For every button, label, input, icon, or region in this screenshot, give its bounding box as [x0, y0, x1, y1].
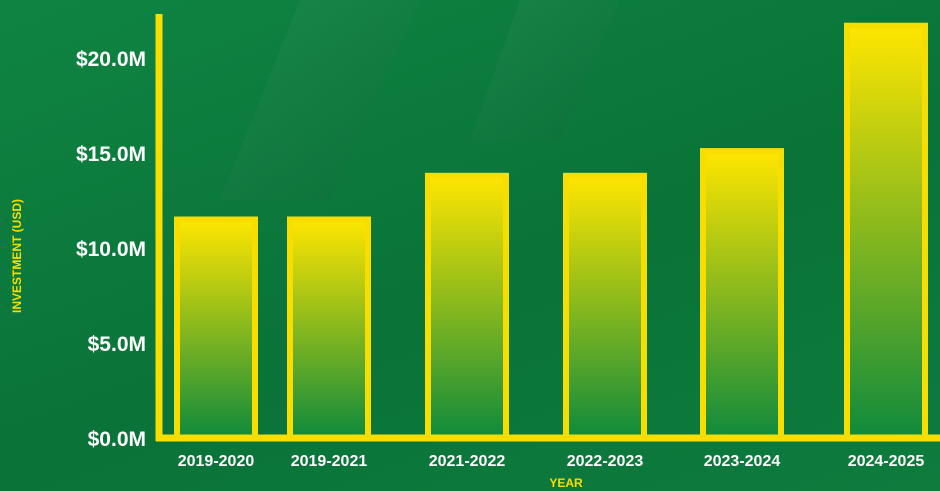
y-tick-label: $15.0M: [76, 143, 146, 166]
x-axis-ticks: 2019-2020 2019-2021 2021-2022 2022-2023 2023…: [178, 453, 925, 470]
x-axis-title: YEAR: [549, 476, 583, 490]
x-tick-label: 2023-2024: [704, 453, 781, 470]
y-tick-label: $10.0M: [76, 238, 146, 261]
bar-2022-2023: [563, 172, 647, 442]
x-tick-label: 2019-2020: [178, 453, 255, 470]
background-stripe: [220, 0, 420, 200]
y-axis-title: INVESTMENT (USD): [10, 199, 24, 313]
x-tick-label: 2022-2023: [567, 453, 644, 470]
x-tick-label: 2019-2021: [291, 453, 368, 470]
y-axis-ticks: $0.0M $5.0M $10.0M $15.0M $20.0M: [76, 48, 146, 451]
bar-2019-2021: [287, 216, 371, 441]
bars-group: [174, 22, 928, 442]
y-tick-label: $0.0M: [88, 428, 146, 451]
x-tick-label: 2021-2022: [429, 453, 506, 470]
y-tick-label: $5.0M: [88, 333, 146, 356]
y-tick-label: $20.0M: [76, 48, 146, 71]
x-tick-label: 2024-2025: [848, 453, 925, 470]
bar-2019-2020: [174, 216, 258, 441]
bar-2023-2024: [700, 148, 784, 441]
background-stripe: [470, 0, 620, 140]
bar-2024-2025: [844, 22, 928, 441]
bar-2021-2022: [425, 172, 509, 442]
